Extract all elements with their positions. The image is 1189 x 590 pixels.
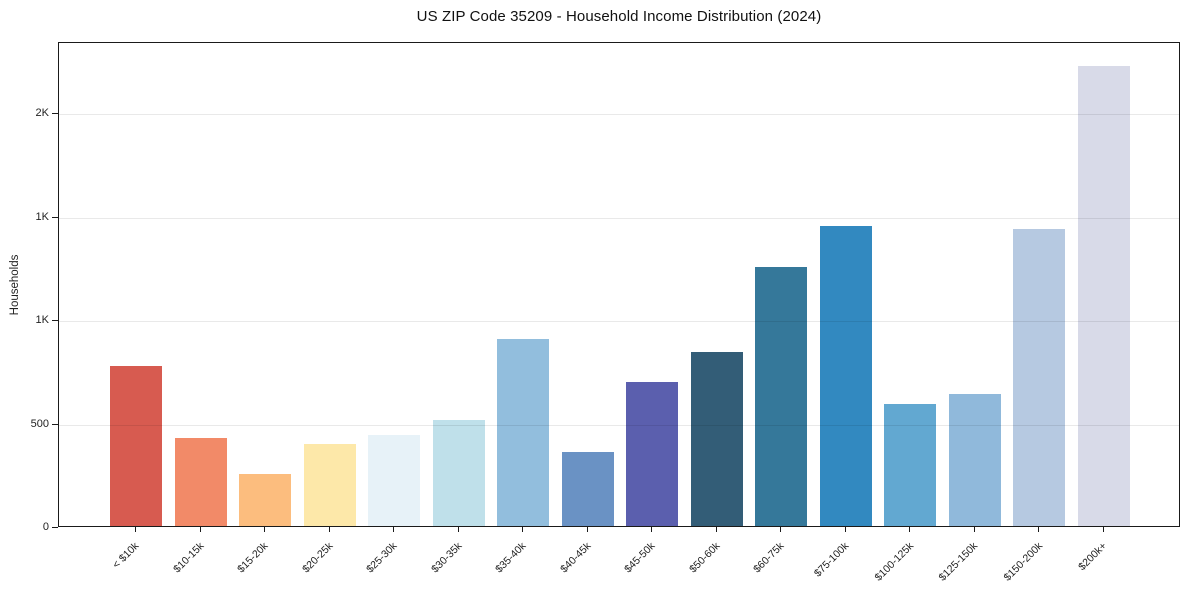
gridline <box>59 114 1179 116</box>
x-tick <box>1102 527 1104 532</box>
gridline <box>59 217 1179 219</box>
bar-$150-200k <box>1013 229 1066 526</box>
y-tick <box>52 527 58 528</box>
x-tick-label-text: $30-35k <box>428 540 465 576</box>
x-tick <box>586 527 588 532</box>
bar-$40-45k <box>561 451 614 526</box>
y-tick-label: 0 <box>42 521 49 533</box>
bar-$35-40k <box>497 338 550 526</box>
bar-$45-50k <box>626 382 679 526</box>
x-tick <box>328 527 330 532</box>
bar-$20-25k <box>303 444 356 526</box>
x-tick <box>457 527 459 532</box>
bar-$200k+ <box>1077 65 1130 526</box>
y-axis-label: Households <box>9 254 21 316</box>
x-tick <box>780 527 782 532</box>
x-tick-label-text: $15-20k <box>235 540 271 576</box>
y-tick-label: 2K <box>35 107 49 120</box>
y-tick <box>52 113 58 115</box>
chart-title: US ZIP Code 35209 - Household Income Dis… <box>416 8 822 25</box>
x-tick <box>715 527 717 532</box>
bar-$25-30k <box>368 435 421 526</box>
x-tick-label-text: $75-100k <box>811 540 852 580</box>
bar-< $10k <box>110 365 163 526</box>
bar-$15-20k <box>239 474 292 526</box>
x-tick-label-text: $60-75k <box>751 540 787 576</box>
x-tick-label-text: $40-45k <box>557 540 594 576</box>
x-tick <box>844 527 846 532</box>
x-tick <box>264 527 266 532</box>
x-tick-label-text: < $10k <box>110 540 142 571</box>
bar-$125-150k <box>948 393 1001 526</box>
x-tick-label-text: $25-30k <box>364 540 400 576</box>
x-tick-label-text: $10-15k <box>170 540 207 576</box>
x-tick <box>199 527 201 532</box>
y-tick-label: 1K <box>35 210 49 223</box>
x-tick-label-text: $50-60k <box>686 540 723 576</box>
plot-area <box>58 42 1180 527</box>
y-tick-label: 500 <box>30 417 49 430</box>
x-tick-label-text: $20-25k <box>299 540 336 576</box>
x-tick <box>651 527 653 532</box>
x-tick-label-text: $45-50k <box>622 540 658 576</box>
x-tick <box>522 527 524 532</box>
y-tick <box>52 423 58 425</box>
x-tick <box>1038 527 1040 532</box>
x-tick <box>393 527 395 532</box>
gridline <box>59 424 1179 426</box>
bar-$50-60k <box>690 352 743 526</box>
x-tick-label-text: $100-125k <box>872 540 916 584</box>
x-tick-label-text: $35-40k <box>493 540 529 576</box>
y-tick <box>52 320 58 322</box>
x-tick <box>909 527 911 532</box>
y-tick <box>52 216 58 218</box>
x-tick <box>135 527 137 532</box>
x-tick <box>973 527 975 532</box>
bar-$100-125k <box>884 403 937 526</box>
y-tick-label: 1K <box>35 314 49 327</box>
bar-$75-100k <box>819 226 872 526</box>
x-tick-label-text: $150-200k <box>1001 540 1045 584</box>
bar-$10-15k <box>174 438 227 526</box>
x-tick-label-text: $200k+ <box>1076 540 1110 574</box>
bar-$60-75k <box>755 267 808 526</box>
gridline <box>59 321 1179 323</box>
bar-$30-35k <box>432 419 485 526</box>
x-tick-label-text: $125-150k <box>936 540 981 584</box>
